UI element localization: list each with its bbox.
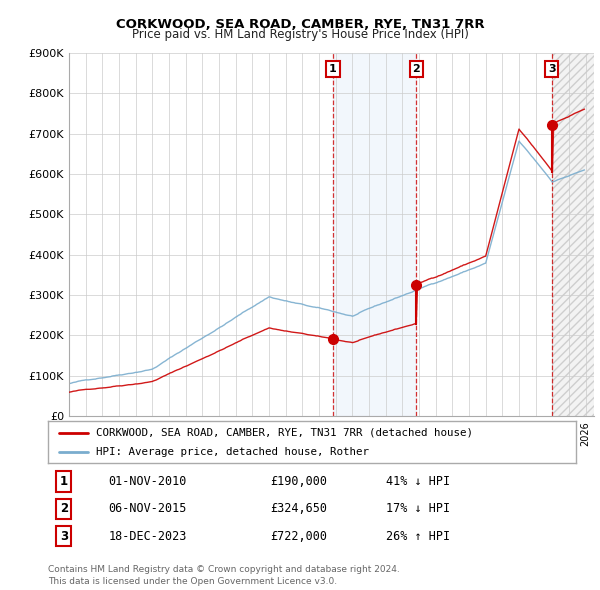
Text: HPI: Average price, detached house, Rother: HPI: Average price, detached house, Roth… xyxy=(95,447,368,457)
Text: 18-DEC-2023: 18-DEC-2023 xyxy=(109,530,187,543)
Text: 1: 1 xyxy=(60,475,68,488)
Bar xyxy=(551,53,594,416)
Text: 2: 2 xyxy=(60,502,68,516)
Text: 17% ↓ HPI: 17% ↓ HPI xyxy=(386,502,450,516)
Text: 01-NOV-2010: 01-NOV-2010 xyxy=(109,475,187,488)
Text: Contains HM Land Registry data © Crown copyright and database right 2024.: Contains HM Land Registry data © Crown c… xyxy=(48,565,400,574)
Text: £324,650: £324,650 xyxy=(270,502,327,516)
Text: 26% ↑ HPI: 26% ↑ HPI xyxy=(386,530,450,543)
Bar xyxy=(551,53,594,416)
Text: Price paid vs. HM Land Registry's House Price Index (HPI): Price paid vs. HM Land Registry's House … xyxy=(131,28,469,41)
Bar xyxy=(333,53,416,416)
Text: 3: 3 xyxy=(548,64,556,74)
Text: 2: 2 xyxy=(413,64,420,74)
Text: This data is licensed under the Open Government Licence v3.0.: This data is licensed under the Open Gov… xyxy=(48,577,337,586)
Text: 41% ↓ HPI: 41% ↓ HPI xyxy=(386,475,450,488)
Text: £190,000: £190,000 xyxy=(270,475,327,488)
Text: 1: 1 xyxy=(329,64,337,74)
Text: 3: 3 xyxy=(60,530,68,543)
Text: CORKWOOD, SEA ROAD, CAMBER, RYE, TN31 7RR: CORKWOOD, SEA ROAD, CAMBER, RYE, TN31 7R… xyxy=(116,18,484,31)
Text: CORKWOOD, SEA ROAD, CAMBER, RYE, TN31 7RR (detached house): CORKWOOD, SEA ROAD, CAMBER, RYE, TN31 7R… xyxy=(95,428,473,438)
Text: £722,000: £722,000 xyxy=(270,530,327,543)
Text: 06-NOV-2015: 06-NOV-2015 xyxy=(109,502,187,516)
